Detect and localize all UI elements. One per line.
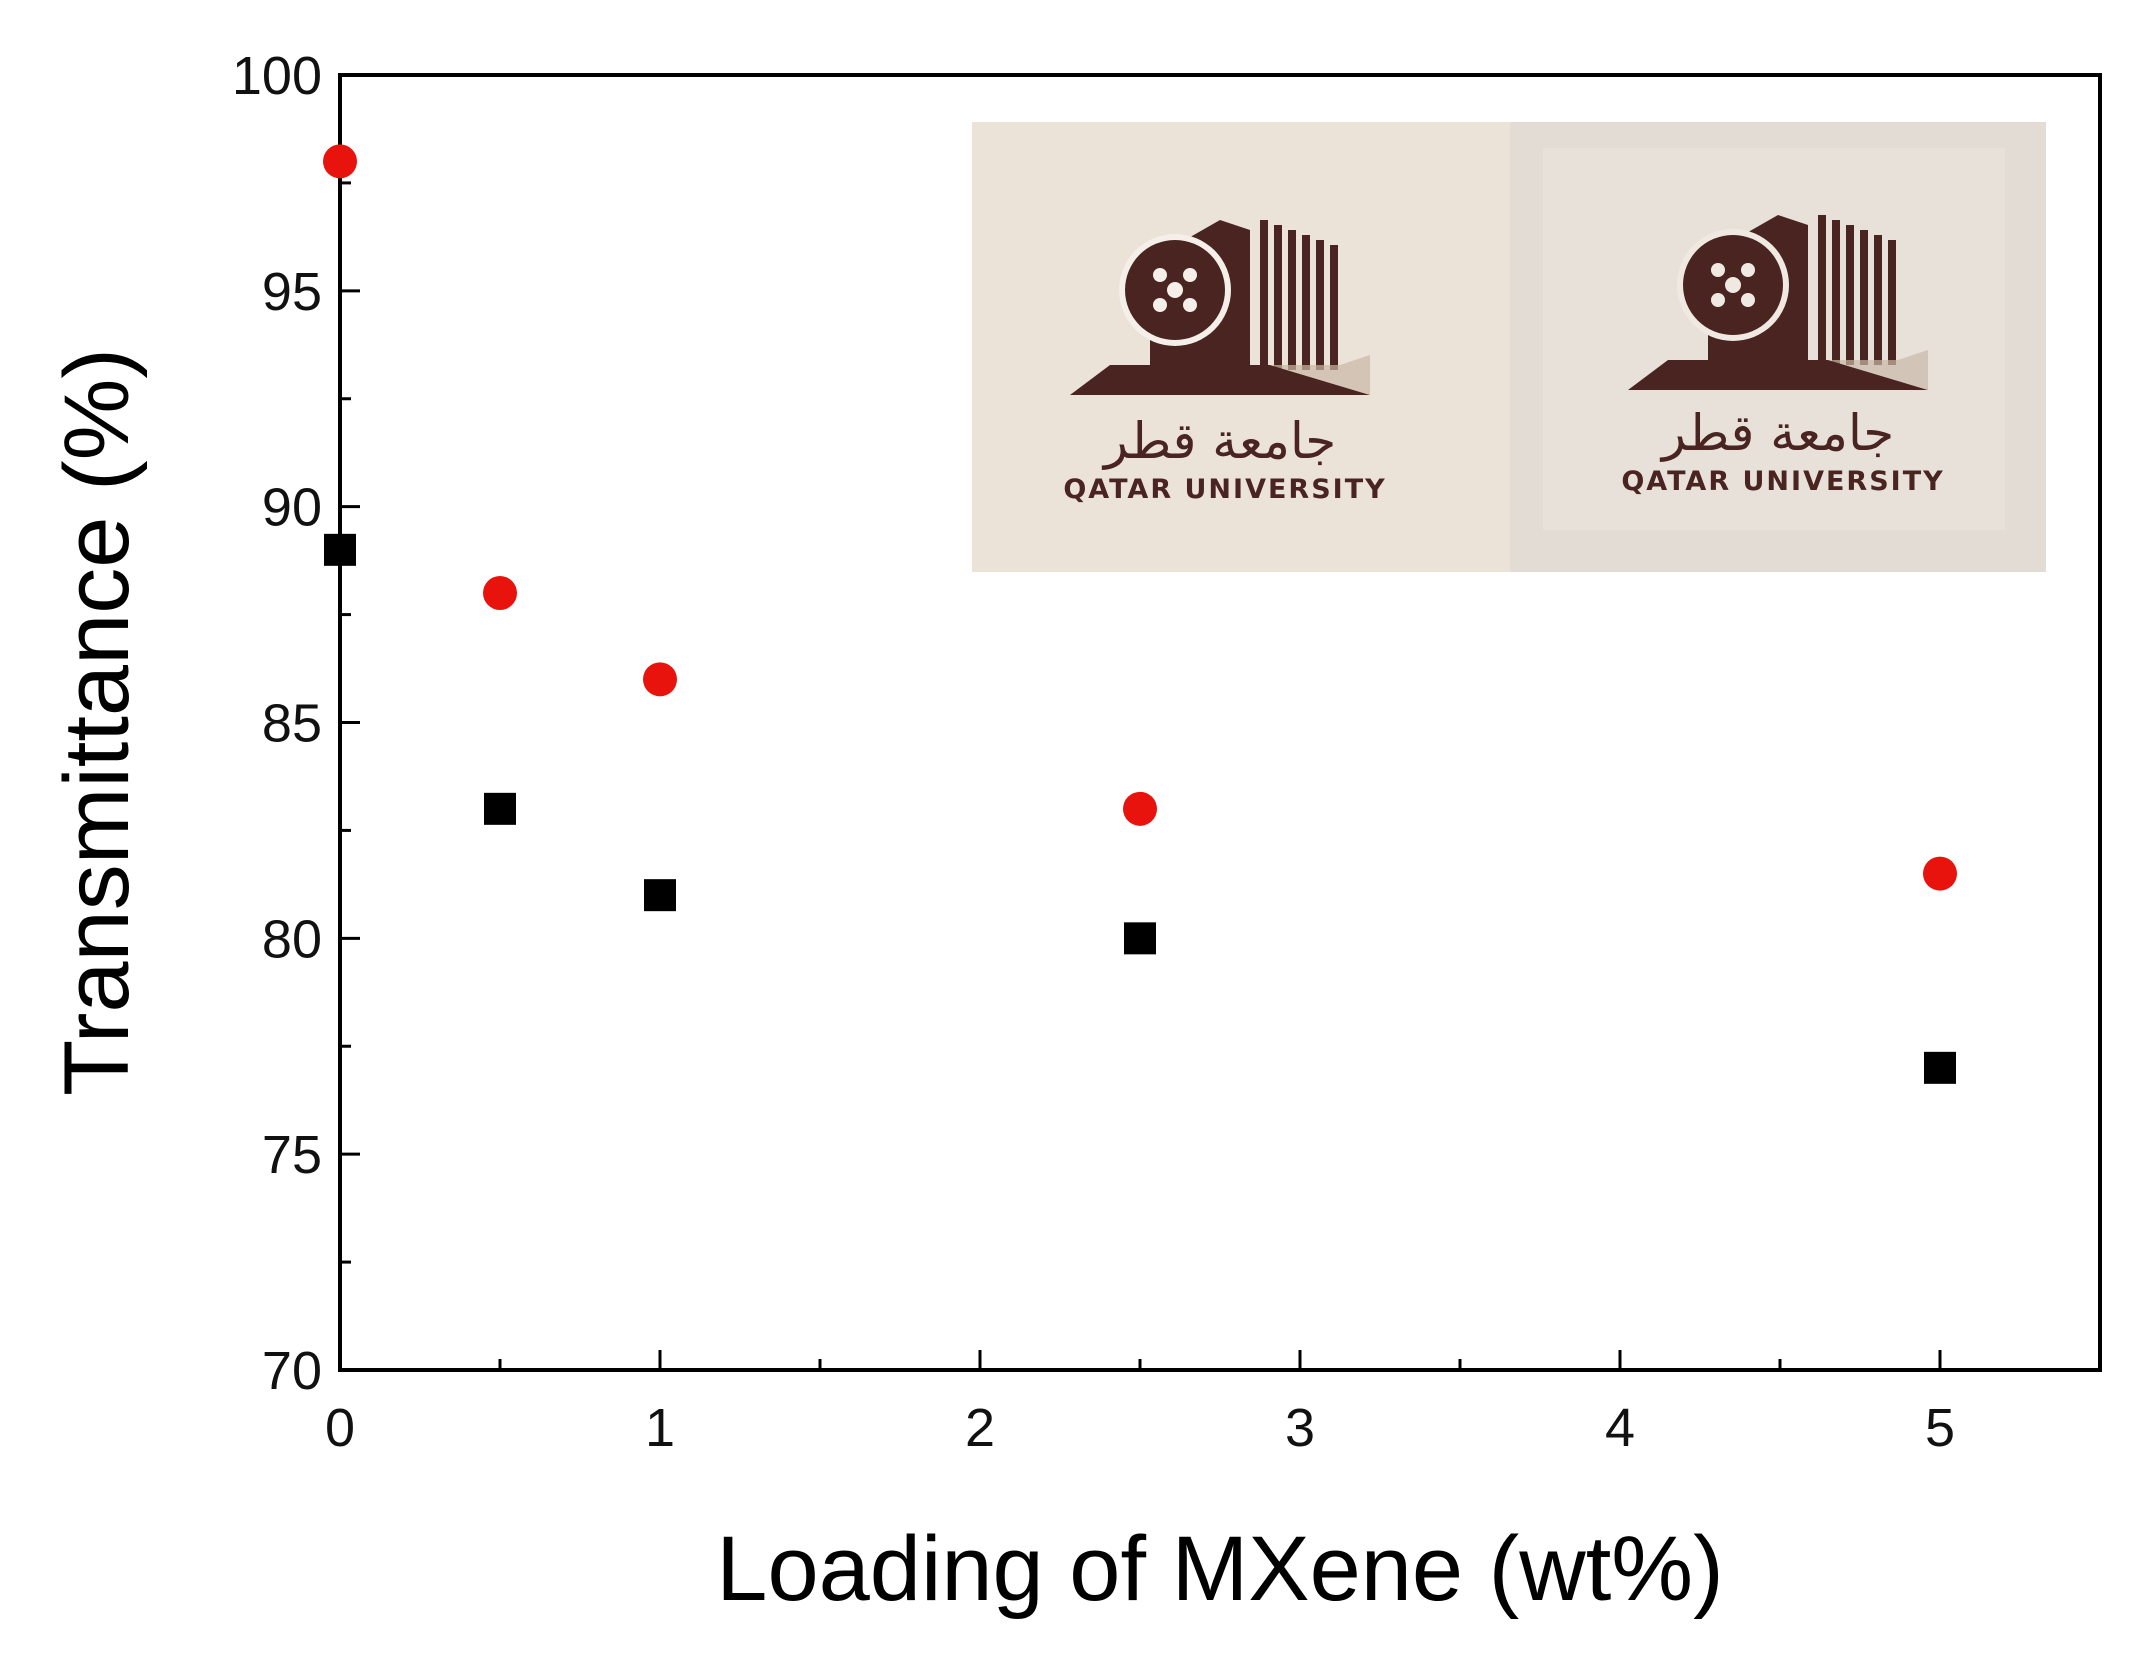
logo-english-text: QATAR UNIVERSITY <box>1063 474 1386 505</box>
x-axis-title: Loading of MXene (wt%) <box>716 1518 1723 1620</box>
y-tick-label: 95 <box>262 262 322 322</box>
y-tick-label: 75 <box>262 1125 322 1185</box>
y-tick-label: 90 <box>262 478 322 538</box>
data-point-circle <box>1123 791 1157 826</box>
data-point-circle <box>323 144 357 179</box>
x-axis: 0 1 2 3 4 5 <box>325 1350 2102 1458</box>
x-tick-label: 5 <box>1925 1398 1955 1458</box>
data-series <box>323 144 1957 1084</box>
data-point-square <box>324 533 356 566</box>
series-1 <box>324 533 1956 1084</box>
logo-arabic-text: جامعة قطر <box>1101 412 1336 470</box>
x-tick-label: 2 <box>965 1398 995 1458</box>
y-tick-label: 80 <box>262 909 322 969</box>
data-point-square <box>1924 1051 1956 1084</box>
data-point-circle <box>643 662 677 697</box>
y-axis: 70 75 80 85 90 95 100 <box>232 46 360 1401</box>
x-tick-label: 1 <box>645 1398 675 1458</box>
logo-english-text: QATAR UNIVERSITY <box>1621 466 1944 497</box>
data-point-square <box>644 879 676 912</box>
logo-arabic-text: جامعة قطر <box>1659 404 1894 462</box>
y-tick-label: 85 <box>262 694 322 754</box>
y-tick-label: 70 <box>262 1341 322 1401</box>
series-0 <box>323 144 1957 891</box>
qatar-university-logo: جامعة قطر QATAR UNIVERSITY <box>1621 215 1944 497</box>
x-tick-label: 3 <box>1285 1398 1315 1458</box>
x-tick-label: 4 <box>1605 1398 1635 1458</box>
data-point-circle <box>1923 856 1957 891</box>
y-tick-label: 100 <box>232 46 322 106</box>
qatar-university-logo: جامعة قطر QATAR UNIVERSITY <box>1063 220 1386 505</box>
x-tick-label: 0 <box>325 1398 355 1458</box>
data-point-square <box>484 792 516 825</box>
inset-photo: جامعة قطر QATAR UNIVERSITY جامعة قطر QAT… <box>972 122 2046 572</box>
y-axis-title: Transmittance (%) <box>46 348 148 1096</box>
data-point-square <box>1124 922 1156 955</box>
data-point-circle <box>483 576 517 610</box>
